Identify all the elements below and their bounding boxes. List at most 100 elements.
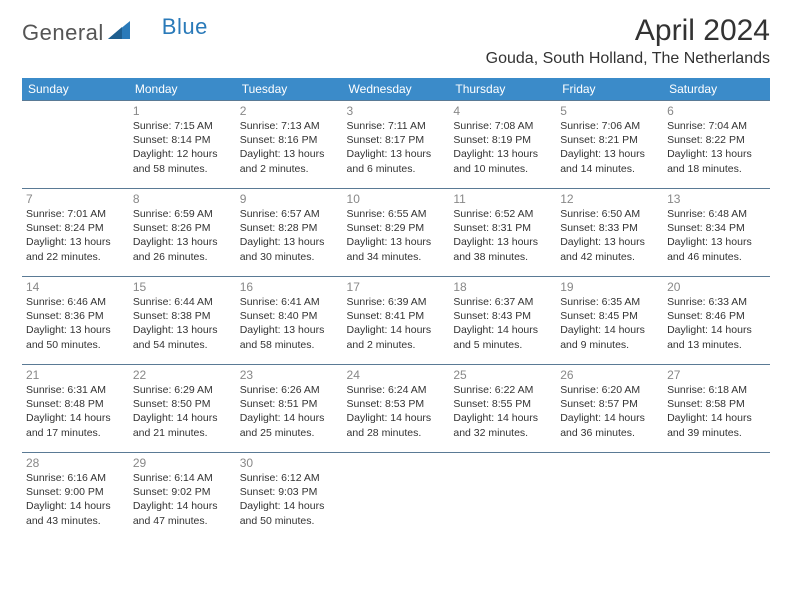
- day-cell: 26Sunrise: 6:20 AMSunset: 8:57 PMDayligh…: [556, 365, 663, 453]
- weekday-header: Thursday: [449, 78, 556, 101]
- day-cell: 2Sunrise: 7:13 AMSunset: 8:16 PMDaylight…: [236, 101, 343, 189]
- day-number: 17: [347, 280, 446, 294]
- weekday-header: Tuesday: [236, 78, 343, 101]
- day-number: 6: [667, 104, 766, 118]
- day-number: 15: [133, 280, 232, 294]
- day-info: Sunrise: 6:57 AMSunset: 8:28 PMDaylight:…: [240, 207, 339, 264]
- day-info: Sunrise: 6:14 AMSunset: 9:02 PMDaylight:…: [133, 471, 232, 528]
- day-info: Sunrise: 6:26 AMSunset: 8:51 PMDaylight:…: [240, 383, 339, 440]
- day-number: 8: [133, 192, 232, 206]
- day-number: 9: [240, 192, 339, 206]
- day-cell: 4Sunrise: 7:08 AMSunset: 8:19 PMDaylight…: [449, 101, 556, 189]
- day-number: 29: [133, 456, 232, 470]
- day-cell: 6Sunrise: 7:04 AMSunset: 8:22 PMDaylight…: [663, 101, 770, 189]
- day-number: 19: [560, 280, 659, 294]
- day-info: Sunrise: 6:22 AMSunset: 8:55 PMDaylight:…: [453, 383, 552, 440]
- logo-triangle-icon: [108, 21, 130, 44]
- title-block: April 2024 Gouda, South Holland, The Net…: [486, 14, 770, 68]
- day-number: 1: [133, 104, 232, 118]
- day-info: Sunrise: 6:18 AMSunset: 8:58 PMDaylight:…: [667, 383, 766, 440]
- day-cell: 12Sunrise: 6:50 AMSunset: 8:33 PMDayligh…: [556, 189, 663, 277]
- day-info: Sunrise: 6:39 AMSunset: 8:41 PMDaylight:…: [347, 295, 446, 352]
- day-cell: 16Sunrise: 6:41 AMSunset: 8:40 PMDayligh…: [236, 277, 343, 365]
- empty-cell: [663, 453, 770, 541]
- day-info: Sunrise: 7:04 AMSunset: 8:22 PMDaylight:…: [667, 119, 766, 176]
- day-info: Sunrise: 6:20 AMSunset: 8:57 PMDaylight:…: [560, 383, 659, 440]
- day-number: 24: [347, 368, 446, 382]
- day-number: 4: [453, 104, 552, 118]
- weekday-row: SundayMondayTuesdayWednesdayThursdayFrid…: [22, 78, 770, 101]
- day-number: 23: [240, 368, 339, 382]
- day-cell: 10Sunrise: 6:55 AMSunset: 8:29 PMDayligh…: [343, 189, 450, 277]
- calendar-body: 1Sunrise: 7:15 AMSunset: 8:14 PMDaylight…: [22, 101, 770, 541]
- day-number: 13: [667, 192, 766, 206]
- day-number: 7: [26, 192, 125, 206]
- calendar-page: General Blue April 2024 Gouda, South Hol…: [0, 0, 792, 541]
- day-number: 30: [240, 456, 339, 470]
- day-info: Sunrise: 6:12 AMSunset: 9:03 PMDaylight:…: [240, 471, 339, 528]
- day-number: 12: [560, 192, 659, 206]
- day-cell: 27Sunrise: 6:18 AMSunset: 8:58 PMDayligh…: [663, 365, 770, 453]
- empty-cell: [556, 453, 663, 541]
- day-info: Sunrise: 6:55 AMSunset: 8:29 PMDaylight:…: [347, 207, 446, 264]
- weekday-header: Wednesday: [343, 78, 450, 101]
- day-info: Sunrise: 6:37 AMSunset: 8:43 PMDaylight:…: [453, 295, 552, 352]
- day-cell: 5Sunrise: 7:06 AMSunset: 8:21 PMDaylight…: [556, 101, 663, 189]
- day-info: Sunrise: 7:11 AMSunset: 8:17 PMDaylight:…: [347, 119, 446, 176]
- day-number: 10: [347, 192, 446, 206]
- day-number: 25: [453, 368, 552, 382]
- day-number: 27: [667, 368, 766, 382]
- day-cell: 21Sunrise: 6:31 AMSunset: 8:48 PMDayligh…: [22, 365, 129, 453]
- day-number: 3: [347, 104, 446, 118]
- day-cell: 1Sunrise: 7:15 AMSunset: 8:14 PMDaylight…: [129, 101, 236, 189]
- weekday-header: Saturday: [663, 78, 770, 101]
- day-number: 21: [26, 368, 125, 382]
- page-title: April 2024: [486, 14, 770, 48]
- day-info: Sunrise: 6:31 AMSunset: 8:48 PMDaylight:…: [26, 383, 125, 440]
- day-number: 18: [453, 280, 552, 294]
- day-info: Sunrise: 6:41 AMSunset: 8:40 PMDaylight:…: [240, 295, 339, 352]
- day-number: 2: [240, 104, 339, 118]
- day-cell: 20Sunrise: 6:33 AMSunset: 8:46 PMDayligh…: [663, 277, 770, 365]
- empty-cell: [343, 453, 450, 541]
- calendar-table: SundayMondayTuesdayWednesdayThursdayFrid…: [22, 78, 770, 541]
- empty-cell: [22, 101, 129, 189]
- header: General Blue April 2024 Gouda, South Hol…: [22, 14, 770, 68]
- day-cell: 14Sunrise: 6:46 AMSunset: 8:36 PMDayligh…: [22, 277, 129, 365]
- logo-general: General: [22, 20, 104, 46]
- day-info: Sunrise: 7:08 AMSunset: 8:19 PMDaylight:…: [453, 119, 552, 176]
- weekday-header: Friday: [556, 78, 663, 101]
- weekday-header: Sunday: [22, 78, 129, 101]
- day-cell: 13Sunrise: 6:48 AMSunset: 8:34 PMDayligh…: [663, 189, 770, 277]
- day-info: Sunrise: 6:29 AMSunset: 8:50 PMDaylight:…: [133, 383, 232, 440]
- week-row: 7Sunrise: 7:01 AMSunset: 8:24 PMDaylight…: [22, 189, 770, 277]
- day-info: Sunrise: 6:44 AMSunset: 8:38 PMDaylight:…: [133, 295, 232, 352]
- day-info: Sunrise: 6:46 AMSunset: 8:36 PMDaylight:…: [26, 295, 125, 352]
- week-row: 1Sunrise: 7:15 AMSunset: 8:14 PMDaylight…: [22, 101, 770, 189]
- day-info: Sunrise: 6:52 AMSunset: 8:31 PMDaylight:…: [453, 207, 552, 264]
- day-number: 14: [26, 280, 125, 294]
- day-cell: 28Sunrise: 6:16 AMSunset: 9:00 PMDayligh…: [22, 453, 129, 541]
- day-cell: 11Sunrise: 6:52 AMSunset: 8:31 PMDayligh…: [449, 189, 556, 277]
- week-row: 14Sunrise: 6:46 AMSunset: 8:36 PMDayligh…: [22, 277, 770, 365]
- day-number: 26: [560, 368, 659, 382]
- day-cell: 23Sunrise: 6:26 AMSunset: 8:51 PMDayligh…: [236, 365, 343, 453]
- day-number: 11: [453, 192, 552, 206]
- day-cell: 30Sunrise: 6:12 AMSunset: 9:03 PMDayligh…: [236, 453, 343, 541]
- day-cell: 17Sunrise: 6:39 AMSunset: 8:41 PMDayligh…: [343, 277, 450, 365]
- day-number: 16: [240, 280, 339, 294]
- day-info: Sunrise: 7:13 AMSunset: 8:16 PMDaylight:…: [240, 119, 339, 176]
- day-info: Sunrise: 6:35 AMSunset: 8:45 PMDaylight:…: [560, 295, 659, 352]
- day-cell: 15Sunrise: 6:44 AMSunset: 8:38 PMDayligh…: [129, 277, 236, 365]
- location: Gouda, South Holland, The Netherlands: [486, 50, 770, 68]
- day-info: Sunrise: 6:48 AMSunset: 8:34 PMDaylight:…: [667, 207, 766, 264]
- day-cell: 9Sunrise: 6:57 AMSunset: 8:28 PMDaylight…: [236, 189, 343, 277]
- day-cell: 29Sunrise: 6:14 AMSunset: 9:02 PMDayligh…: [129, 453, 236, 541]
- day-cell: 25Sunrise: 6:22 AMSunset: 8:55 PMDayligh…: [449, 365, 556, 453]
- day-info: Sunrise: 6:24 AMSunset: 8:53 PMDaylight:…: [347, 383, 446, 440]
- day-number: 20: [667, 280, 766, 294]
- day-cell: 18Sunrise: 6:37 AMSunset: 8:43 PMDayligh…: [449, 277, 556, 365]
- day-info: Sunrise: 6:59 AMSunset: 8:26 PMDaylight:…: [133, 207, 232, 264]
- day-info: Sunrise: 6:16 AMSunset: 9:00 PMDaylight:…: [26, 471, 125, 528]
- week-row: 28Sunrise: 6:16 AMSunset: 9:00 PMDayligh…: [22, 453, 770, 541]
